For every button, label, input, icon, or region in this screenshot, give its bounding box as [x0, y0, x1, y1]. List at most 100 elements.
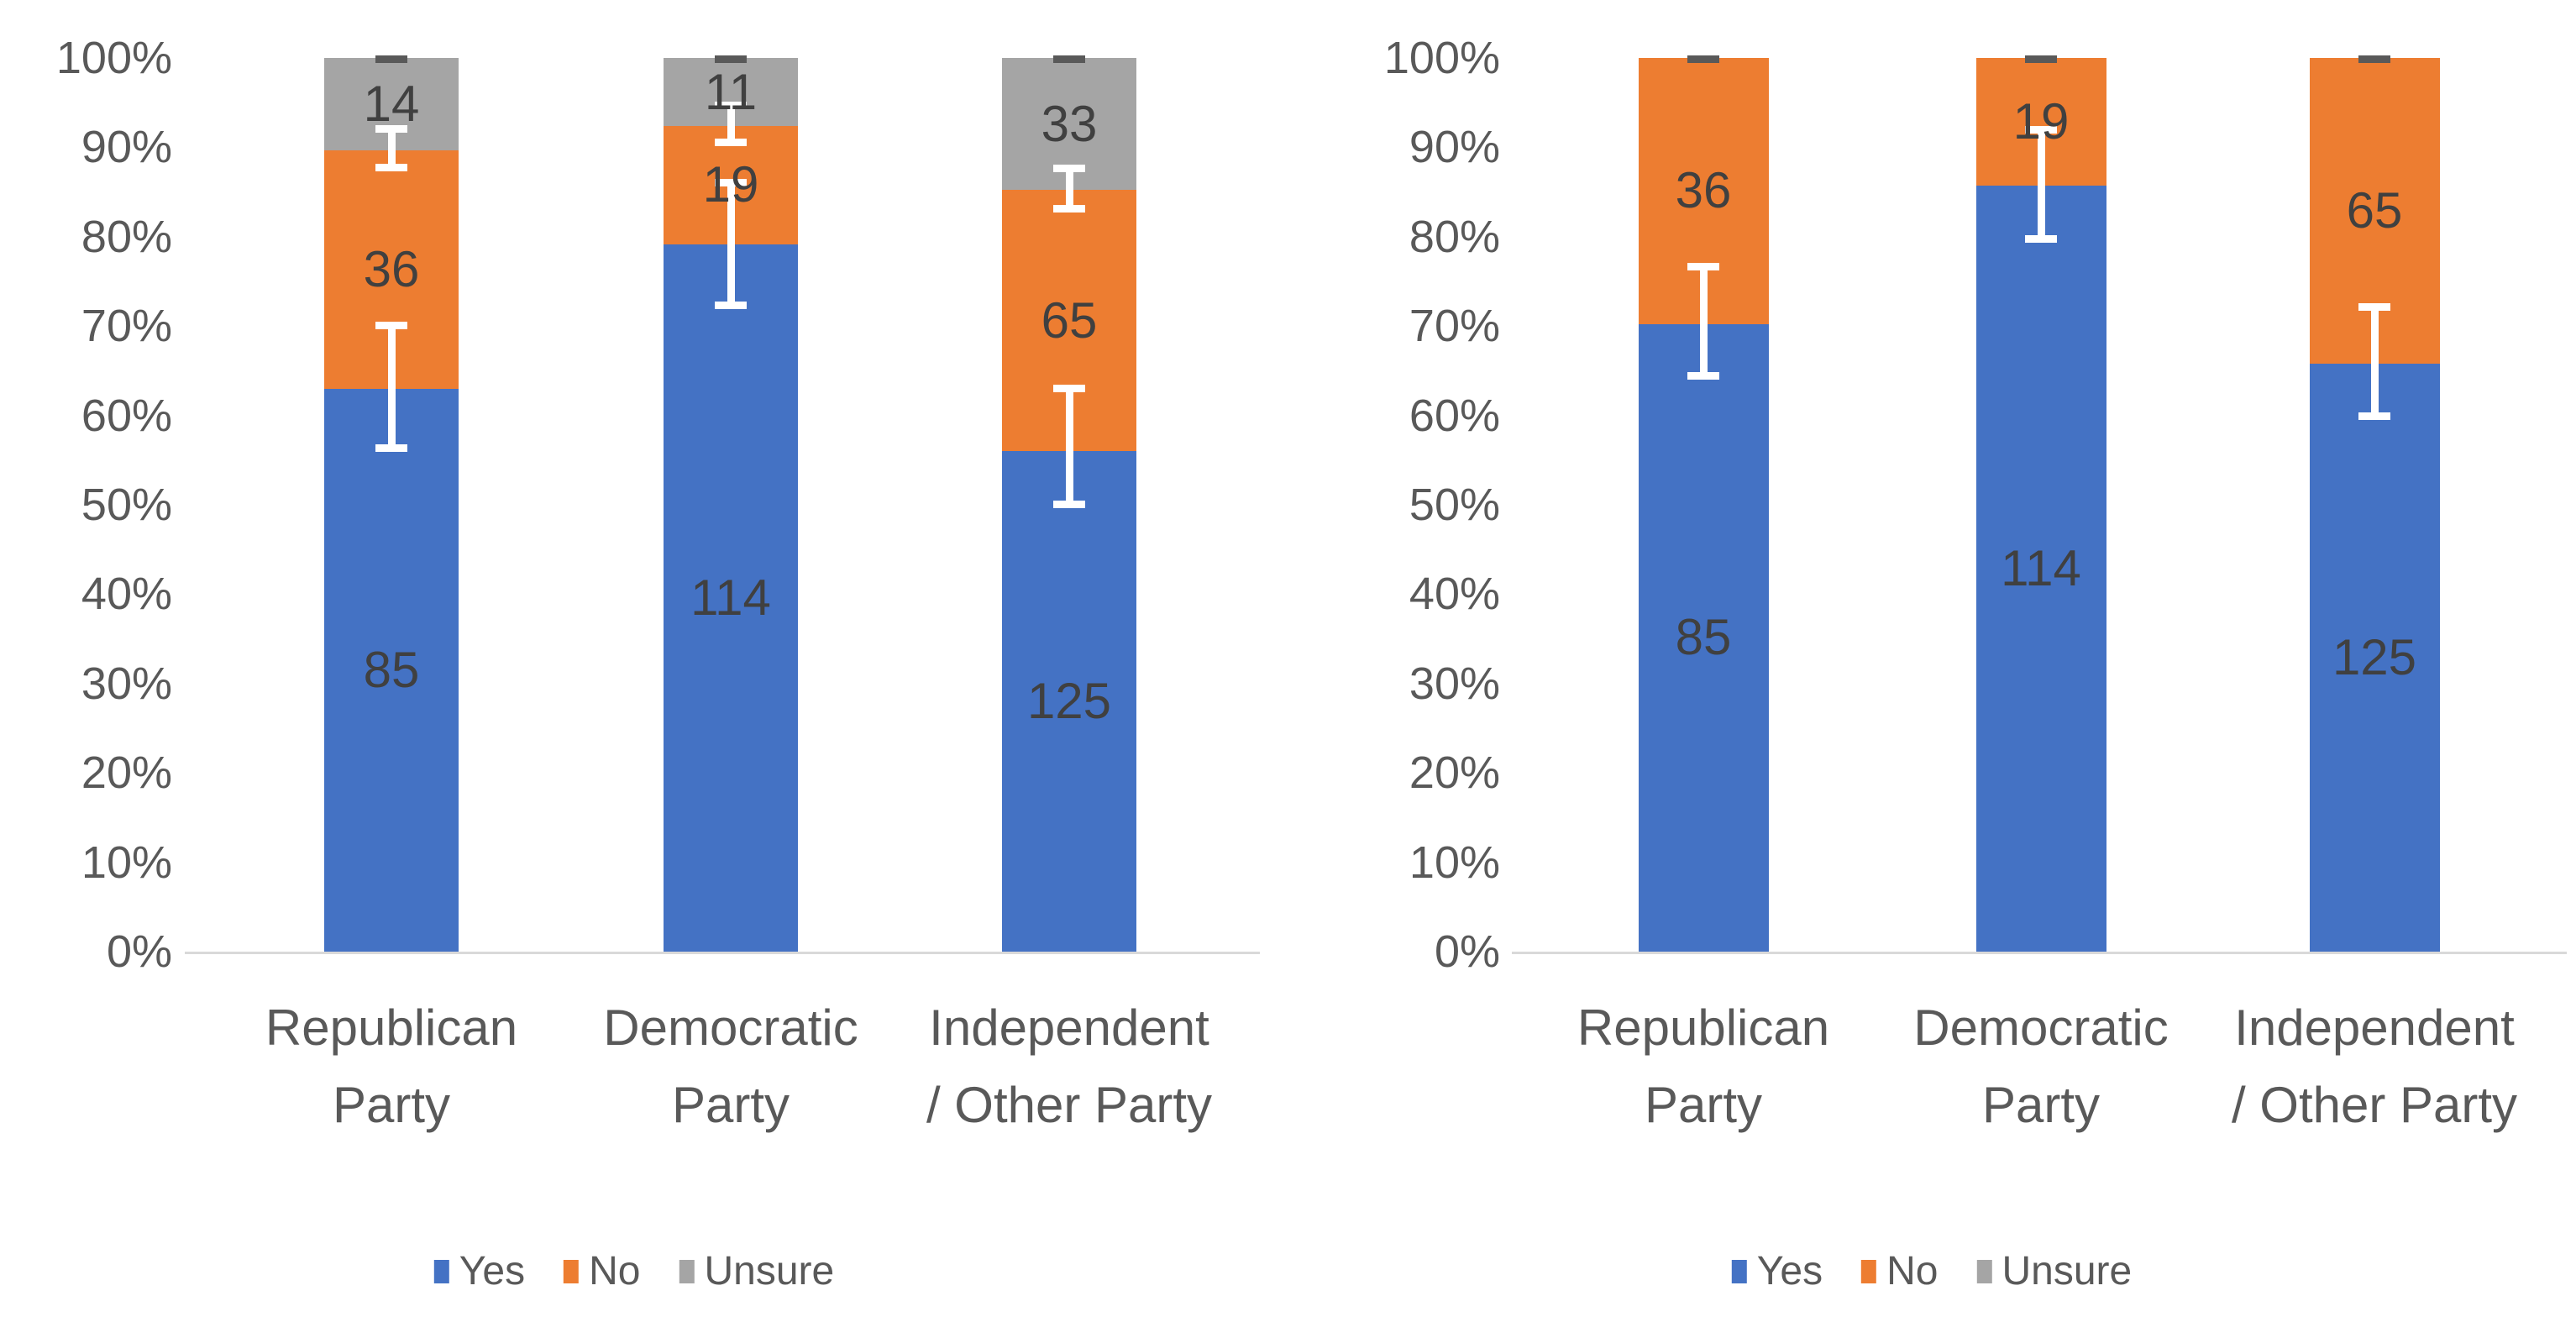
error-bar-line — [2370, 306, 2379, 416]
error-bar-cap-low — [375, 443, 407, 452]
error-bar-cap-high — [715, 178, 747, 186]
legend-swatch-no — [1861, 1260, 1877, 1283]
error-bar-line — [727, 181, 735, 305]
x-axis-category-line: Democratic — [1913, 1000, 2169, 1056]
legend-swatch-unsure — [1976, 1260, 1992, 1283]
y-axis-tick-label: 20% — [1409, 748, 1500, 798]
x-axis-category-line: Party — [1981, 1077, 2101, 1133]
data-label-no: 65 — [2346, 182, 2403, 239]
x-axis-category-line: Party — [1644, 1077, 1763, 1133]
data-label-yes: 125 — [1026, 673, 1112, 729]
error-bar-top-dash — [2358, 55, 2390, 63]
data-label-no: 36 — [1675, 162, 1732, 218]
legend-item-no: No — [1861, 1250, 1938, 1293]
data-label-yes: 85 — [1675, 609, 1732, 665]
error-bar-cap-high — [1053, 164, 1085, 172]
bar-segment-yes — [2309, 363, 2440, 952]
error-bar-line — [1699, 265, 1708, 375]
error-bar-cap-high — [715, 102, 747, 110]
legend-swatch-yes — [433, 1260, 449, 1283]
error-bar-cap-low — [715, 301, 747, 309]
y-axis-tick-label: 60% — [1409, 391, 1500, 441]
y-axis-tick-label: 90% — [81, 122, 172, 172]
x-axis-category-line: / Other Party — [926, 1077, 1213, 1133]
legend-item-unsure: Unsure — [679, 1250, 834, 1293]
legend-label: No — [589, 1249, 641, 1293]
y-axis-tick-label: 100% — [55, 33, 172, 83]
legend-label: No — [1886, 1249, 1939, 1293]
x-axis-category-label: Independent / Other Party — [884, 989, 1254, 1144]
y-axis-tick-label: 90% — [1409, 122, 1500, 172]
legend: Yes No Unsure — [433, 1249, 834, 1293]
y-axis-tick-label: 60% — [81, 391, 172, 441]
y-axis-tick-label: 70% — [1409, 301, 1500, 351]
error-bar-line — [2037, 129, 2045, 239]
y-axis-tick-label: 40% — [1409, 569, 1500, 619]
y-axis-tick-label: 40% — [81, 569, 172, 619]
error-bar-top-dash — [375, 55, 407, 63]
x-axis-category-line: Party — [671, 1077, 790, 1133]
error-bar-line — [387, 129, 396, 167]
legend-item-no: No — [564, 1250, 640, 1293]
legend-swatch-no — [564, 1260, 580, 1283]
legend-swatch-yes — [1731, 1260, 1747, 1283]
error-bar-cap-high — [1053, 384, 1085, 392]
error-bar-cap-high — [1687, 262, 1719, 270]
y-axis-tick-label: 10% — [81, 837, 172, 888]
x-axis-category-line: Party — [332, 1077, 451, 1133]
bar-segment-yes — [1002, 450, 1136, 952]
legend-item-yes: Yes — [1731, 1250, 1823, 1293]
error-bar-top-dash — [715, 55, 747, 63]
x-axis-category-line: Republican — [265, 1000, 518, 1056]
y-axis-tick-label: 100% — [1383, 33, 1500, 83]
legend-label: Unsure — [2002, 1249, 2133, 1293]
x-axis-line — [1512, 952, 2567, 954]
y-axis-tick-label: 20% — [81, 748, 172, 798]
bar-segment-yes — [1975, 186, 2106, 952]
error-bar-cap-low — [1053, 204, 1085, 213]
data-label-no: 65 — [1041, 292, 1098, 349]
y-axis-tick-label: 0% — [1434, 926, 1500, 977]
error-bar-cap-low — [2358, 412, 2390, 420]
y-axis-tick-label: 50% — [81, 480, 172, 530]
data-label-unsure: 11 — [704, 64, 758, 120]
data-label-unsure: 33 — [1041, 96, 1098, 152]
y-axis-tick-label: 30% — [81, 658, 172, 709]
error-bar-top-dash — [1687, 55, 1719, 63]
y-axis-tick-label: 10% — [1409, 837, 1500, 888]
x-axis-line — [185, 952, 1260, 954]
error-bar-top-dash — [1053, 55, 1085, 63]
x-axis-category-label: Democratic Party — [546, 989, 916, 1144]
x-axis-category-line: / Other Party — [2231, 1077, 2518, 1133]
error-bar-line — [727, 105, 735, 142]
y-axis-tick-label: 70% — [81, 301, 172, 351]
error-bar-top-dash — [2025, 55, 2057, 63]
legend-label: Yes — [459, 1249, 526, 1293]
error-bar-line — [1065, 387, 1073, 504]
data-label-no: 19 — [702, 156, 759, 213]
error-bar-cap-high — [2358, 302, 2390, 311]
x-axis-category-line: Independent — [929, 1000, 1209, 1056]
y-axis-tick-label: 0% — [106, 926, 172, 977]
error-bar-cap-high — [2025, 126, 2057, 134]
error-bar-cap-low — [1053, 500, 1085, 508]
data-label-yes: 114 — [2001, 540, 2081, 596]
data-label-yes: 125 — [2332, 629, 2417, 685]
x-axis-category-label: Republican Party — [207, 989, 576, 1144]
data-label-yes: 85 — [363, 642, 420, 698]
data-label-no: 19 — [2012, 93, 2070, 150]
y-axis-tick-label: 30% — [1409, 658, 1500, 709]
data-label-unsure: 14 — [363, 76, 420, 132]
x-axis-category-line: Independent — [2234, 1000, 2515, 1056]
bar-segment-yes — [1638, 323, 1769, 952]
x-axis-category-label: Republican Party — [1519, 989, 1888, 1144]
bar-segment-yes — [664, 244, 798, 952]
bar-segment-yes — [324, 389, 459, 952]
error-bar-cap-low — [1687, 371, 1719, 380]
legend-item-unsure: Unsure — [1976, 1250, 2132, 1293]
x-axis-category-line: Democratic — [603, 1000, 858, 1056]
legend-item-yes: Yes — [433, 1249, 526, 1293]
error-bar-cap-low — [375, 163, 407, 171]
error-bar-line — [387, 325, 396, 448]
